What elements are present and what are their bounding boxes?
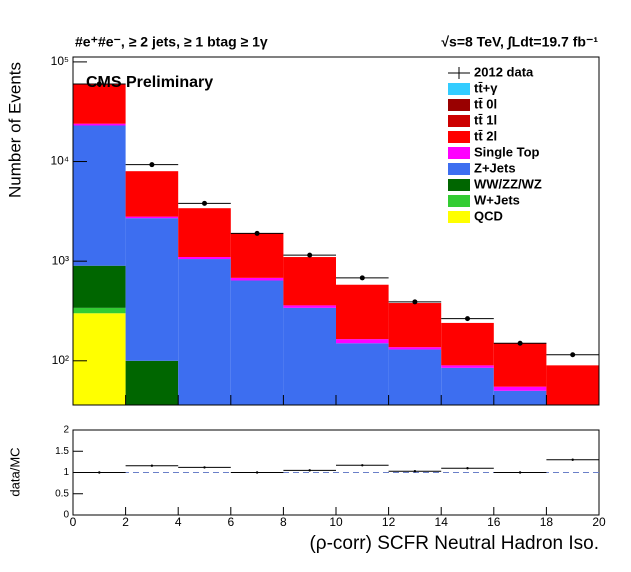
x-tick-label: 6: [227, 515, 234, 529]
legend-label: WW/ZZ/WZ: [474, 176, 542, 191]
ratio-marker: [203, 466, 206, 469]
stack-segment: [493, 343, 547, 387]
legend-swatch: [448, 195, 470, 207]
x-tick-label: 8: [280, 515, 287, 529]
stack-segment: [73, 84, 126, 124]
data-point: [517, 340, 523, 346]
y-tick-label: 10²: [52, 353, 69, 367]
x-tick-label: 12: [382, 515, 396, 529]
data-point: [202, 200, 207, 206]
data-point: [359, 275, 365, 281]
data-point: [149, 162, 155, 168]
y-tick-label: 0: [63, 510, 69, 521]
ratio-marker: [571, 458, 574, 461]
legend-label: tt̄+γ: [474, 80, 498, 95]
plot-area: [73, 81, 599, 405]
stack-segment: [125, 216, 179, 219]
legend-label: 2012 data: [474, 64, 534, 79]
data-point: [254, 230, 260, 236]
y-tick-label: 0.5: [55, 488, 69, 499]
x-tick-label: 0: [70, 515, 77, 529]
stack-segment: [388, 347, 442, 350]
legend-label: tt̄ 2l: [474, 128, 497, 143]
x-tick-label: 18: [540, 515, 554, 529]
stack-segment: [493, 386, 547, 391]
ratio-marker: [361, 464, 364, 467]
legend-swatch: [448, 179, 470, 191]
stack-segment: [441, 322, 494, 366]
stack-segment: [178, 259, 231, 405]
x-axis-title: (ρ-corr) SCFR Neutral Hadron Iso.: [309, 533, 599, 554]
legend-label: Z+Jets: [474, 160, 516, 175]
legend-swatch: [448, 99, 470, 111]
legend-swatch: [448, 147, 470, 159]
stack-segment: [73, 313, 126, 405]
stack-segment: [230, 233, 284, 278]
cms-label: CMS Preliminary: [86, 74, 213, 91]
ratio-marker: [98, 471, 101, 474]
stack-segment: [441, 367, 494, 405]
y-tick-label: 1.5: [55, 446, 69, 457]
y-axis-title: Number of Events: [5, 62, 24, 198]
x-tick-label: 10: [329, 515, 343, 529]
legend-swatch: [448, 115, 470, 127]
stack-segment: [73, 307, 126, 314]
stack-segment: [283, 257, 336, 306]
ratio-marker: [466, 467, 469, 470]
ratio-marker: [413, 470, 417, 473]
legend-label: QCD: [474, 208, 503, 223]
stack-segment: [73, 265, 126, 308]
y-tick-label: 2: [63, 425, 69, 436]
y-tick-label: 10⁵: [51, 54, 69, 68]
stack-segment: [336, 339, 389, 344]
stack-segment: [230, 277, 284, 281]
data-point: [307, 252, 313, 258]
stack-segment: [493, 390, 547, 405]
header-right: √s=8 TeV, ∫Ldt=19.7 fb⁻¹: [441, 34, 598, 51]
x-tick-label: 2: [122, 515, 129, 529]
stack-segment: [336, 343, 389, 405]
y-tick-label: 10³: [52, 253, 69, 267]
data-point: [412, 299, 418, 305]
legend-swatch: [448, 163, 470, 175]
stack-segment: [388, 303, 442, 348]
x-tick-label: 14: [435, 515, 449, 529]
ratio-y-axis-title: data/MC: [7, 447, 22, 496]
stack-segment: [178, 208, 231, 258]
data-point: [96, 81, 102, 87]
data-point: [570, 352, 576, 358]
ratio-marker: [308, 469, 311, 472]
stack-segment: [546, 365, 599, 405]
stack-segment: [283, 307, 336, 405]
y-tick-label: 1: [63, 467, 69, 478]
x-tick-label: 4: [175, 515, 182, 529]
legend-swatch: [448, 83, 470, 95]
stack-segment: [125, 218, 179, 361]
legend-swatch: [448, 211, 470, 223]
data-point: [465, 316, 470, 322]
ratio-marker: [150, 464, 154, 467]
legend-label: W+Jets: [474, 192, 520, 207]
ratio-marker: [518, 471, 522, 474]
y-tick-label: 10⁴: [50, 154, 69, 168]
stack-segment: [178, 257, 231, 260]
legend-label: tt̄ 0l: [474, 96, 497, 111]
legend-label: Single Top: [474, 144, 540, 159]
stack-segment: [441, 365, 494, 368]
stack-segment: [125, 171, 179, 217]
header-left: #e⁺#e⁻, ≥ 2 jets, ≥ 1 btag ≥ 1γ: [75, 34, 268, 50]
stack-segment: [230, 280, 284, 405]
x-tick-label: 20: [592, 515, 606, 529]
ratio-marker: [255, 471, 259, 474]
stack-segment: [125, 360, 179, 405]
legend-swatch: [448, 131, 470, 143]
x-tick-label: 16: [487, 515, 501, 529]
legend-label: tt̄ 1l: [474, 112, 497, 127]
stack-segment: [73, 125, 126, 266]
stack-segment: [388, 349, 442, 405]
stack-segment: [336, 284, 389, 340]
stack-segment: [73, 123, 126, 126]
stack-segment: [283, 305, 336, 308]
